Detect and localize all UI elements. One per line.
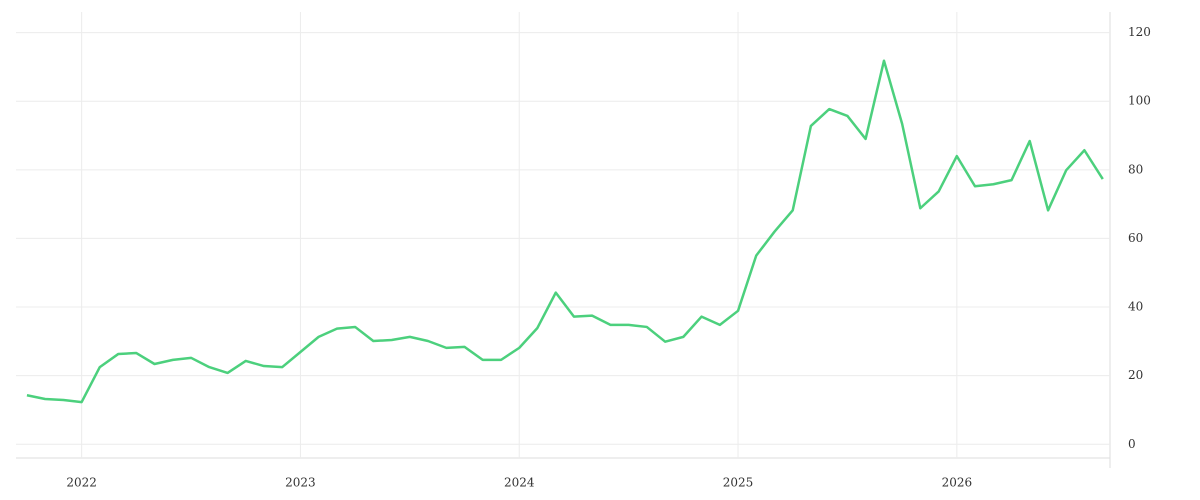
x-tick-label: 2022	[66, 476, 97, 490]
y-tick-label: 20	[1128, 368, 1143, 382]
x-tick-label: 2026	[942, 476, 973, 490]
y-tick-label: 100	[1128, 94, 1151, 108]
y-tick-label: 0	[1128, 437, 1136, 451]
y-tick-label: 120	[1128, 25, 1151, 39]
y-tick-label: 60	[1128, 231, 1143, 245]
y-tick-label: 40	[1128, 300, 1143, 314]
y-tick-label: 80	[1128, 162, 1143, 176]
x-tick-label: 2023	[285, 476, 316, 490]
x-tick-label: 2024	[504, 476, 535, 490]
x-tick-label: 2025	[723, 476, 754, 490]
data-line	[26, 59, 1104, 404]
